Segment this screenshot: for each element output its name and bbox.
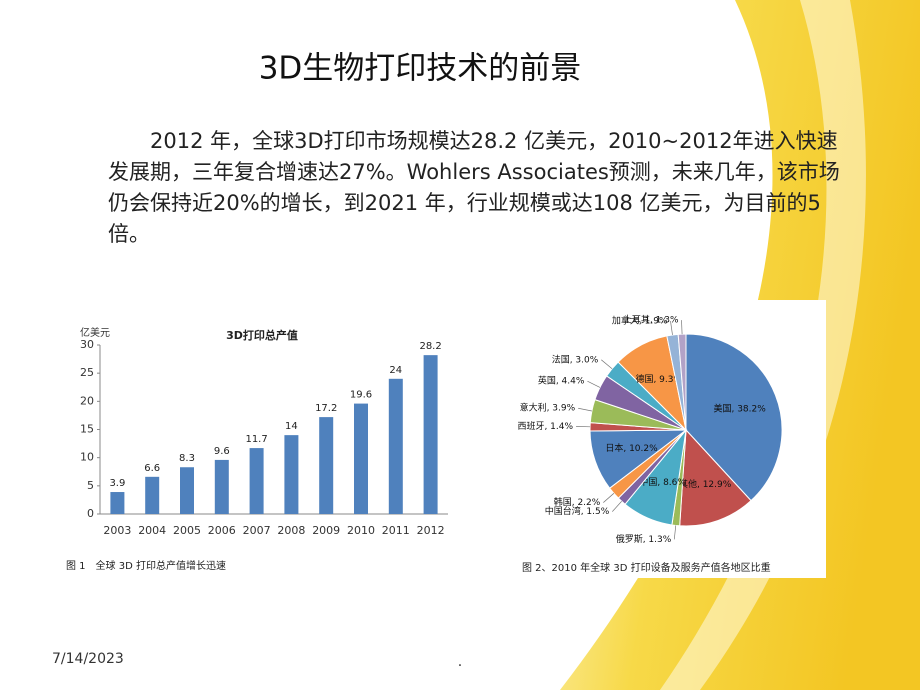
slice-label: 意大利, 3.9%	[520, 402, 576, 414]
slice-label: 加拿大, 1.9%	[612, 315, 668, 327]
leader-line	[578, 407, 592, 412]
data-label: 9.6	[214, 446, 230, 457]
chart-caption: 图 2、2010 年全球 3D 打印设备及服务产值各地区比重	[522, 561, 771, 574]
slide-title: 3D生物打印技术的前景	[259, 51, 582, 87]
data-label: 6.6	[144, 463, 160, 474]
bar	[319, 417, 334, 514]
bar	[423, 355, 438, 514]
leader-line	[673, 525, 677, 540]
x-tick-label: 2008	[277, 524, 305, 537]
slice-label: 中国台湾, 1.5%	[545, 505, 610, 517]
bar	[145, 476, 160, 514]
x-tick-label: 2006	[208, 524, 236, 537]
bar	[214, 459, 229, 514]
y-tick-label: 10	[80, 451, 94, 464]
data-label: 24	[389, 365, 402, 376]
data-label: 8.3	[179, 453, 195, 464]
footer-page: .	[458, 654, 462, 670]
bar	[180, 467, 194, 514]
slice-label: 德国, 9.3%	[635, 373, 682, 385]
leader-line	[601, 359, 613, 370]
slice-label: 西班牙, 1.4%	[517, 420, 573, 432]
x-tick-label: 2012	[417, 524, 445, 537]
pie-slice	[679, 428, 752, 527]
leader-line	[603, 493, 615, 503]
bar	[284, 435, 299, 514]
data-label: 19.6	[350, 390, 372, 401]
y-tick-label: 25	[80, 366, 94, 379]
data-label: 11.7	[245, 434, 267, 445]
x-tick-label: 2005	[173, 524, 201, 537]
bar	[388, 378, 403, 514]
y-tick-label: 20	[80, 394, 94, 407]
x-tick-label: 2003	[103, 524, 131, 537]
slice-label: 美国, 38.2%	[713, 403, 766, 415]
bar	[249, 448, 264, 514]
x-tick-label: 2009	[312, 524, 340, 537]
body-text: 2012 年，全球3D打印市场规模达28.2 亿美元，2010~2012年进入快…	[108, 129, 840, 246]
y-tick-label: 15	[80, 423, 94, 436]
leader-line	[587, 380, 601, 388]
chart-caption: 图 1 全球 3D 打印总产值增长迅速	[66, 559, 226, 572]
bar	[110, 492, 125, 514]
leader-line	[670, 321, 673, 336]
data-label: 17.2	[315, 403, 337, 414]
slice-label: 中国, 8.6%	[639, 476, 686, 488]
leader-line	[612, 501, 622, 512]
slice-label: 英国, 4.4%	[538, 375, 585, 387]
slice-label: 法国, 3.0%	[552, 353, 599, 365]
slice-label: 土耳其, 1.3%	[623, 314, 679, 326]
footer-date: 7/14/2023	[52, 651, 124, 667]
data-label: 3.9	[109, 478, 125, 489]
y-axis-label: 亿美元	[80, 326, 110, 339]
y-tick-label: 0	[87, 507, 94, 520]
data-label: 14	[285, 421, 298, 432]
slice-label: 日本, 10.2%	[605, 442, 658, 454]
bar	[354, 403, 368, 514]
data-label: 28.2	[419, 341, 441, 352]
x-tick-label: 2004	[138, 524, 166, 537]
chart-title: 3D打印总产值	[226, 328, 298, 342]
leader-line	[681, 320, 683, 335]
slice-label: 俄罗斯, 1.3%	[616, 533, 672, 545]
slice-label: 韩国, 2.2%	[554, 496, 601, 508]
x-tick-label: 2011	[382, 524, 410, 537]
x-tick-label: 2007	[243, 524, 271, 537]
y-tick-label: 5	[87, 479, 94, 492]
y-tick-label: 30	[80, 338, 94, 351]
x-tick-label: 2010	[347, 524, 375, 537]
slice-label: 其他, 12.9%	[679, 478, 732, 490]
pie-slice	[685, 333, 783, 502]
